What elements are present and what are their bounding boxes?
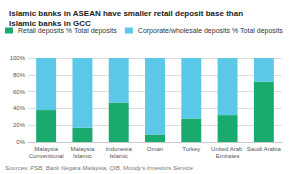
svg-text:80%: 80% bbox=[13, 72, 26, 78]
svg-text:0%: 0% bbox=[16, 139, 25, 145]
svg-text:Saudi Arabia: Saudi Arabia bbox=[247, 146, 282, 152]
svg-text:40%: 40% bbox=[13, 105, 26, 111]
svg-text:Islamic banks in ASEAN have sm: Islamic banks in ASEAN have smaller reta… bbox=[9, 9, 245, 18]
svg-text:Emirates: Emirates bbox=[216, 153, 240, 159]
svg-text:Corporate/wholesale deposits %: Corporate/wholesale deposits % Total dep… bbox=[138, 27, 284, 35]
svg-text:United Arab: United Arab bbox=[211, 146, 244, 152]
svg-text:60%: 60% bbox=[13, 89, 26, 95]
svg-text:Islamic: Islamic bbox=[73, 153, 92, 159]
svg-text:Islamic banks in GCC: Islamic banks in GCC bbox=[9, 19, 91, 28]
svg-text:100%: 100% bbox=[10, 55, 26, 61]
svg-text:Conventional: Conventional bbox=[29, 153, 64, 159]
svg-text:Malaysia: Malaysia bbox=[71, 146, 95, 152]
svg-text:Islamic: Islamic bbox=[109, 153, 128, 159]
svg-text:Retail deposits % Total deposi: Retail deposits % Total deposits bbox=[18, 27, 117, 35]
svg-text:Indonesia: Indonesia bbox=[106, 146, 133, 152]
svg-text:Malaysia: Malaysia bbox=[34, 146, 58, 152]
svg-text:Sources: PSB, Bank Negara Mala: Sources: PSB, Bank Negara Malaysia, QIB,… bbox=[5, 165, 194, 171]
svg-text:Oman: Oman bbox=[147, 146, 163, 152]
svg-text:20%: 20% bbox=[13, 122, 26, 128]
svg-text:Turkey: Turkey bbox=[182, 146, 200, 152]
